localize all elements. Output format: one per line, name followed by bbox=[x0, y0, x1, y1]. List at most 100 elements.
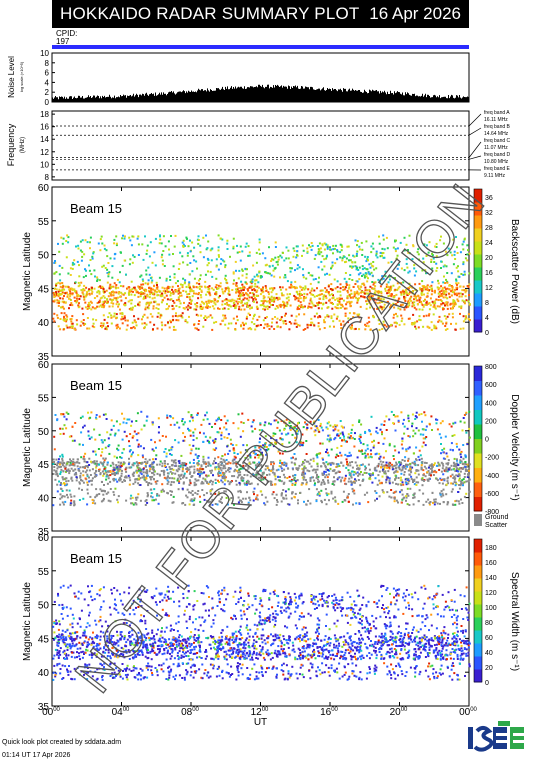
rti-point bbox=[141, 287, 144, 290]
rti-point bbox=[62, 413, 65, 416]
rti-point bbox=[191, 290, 194, 293]
rti-point bbox=[204, 315, 207, 318]
rti-point bbox=[104, 413, 107, 416]
rti-point bbox=[182, 476, 184, 479]
rti-point bbox=[154, 237, 157, 240]
rti-point bbox=[126, 287, 128, 290]
rti-point bbox=[252, 293, 255, 296]
rti-point bbox=[441, 420, 444, 423]
rti-ytick-label: 55 bbox=[38, 217, 50, 228]
rti-point bbox=[440, 300, 443, 303]
rti-point bbox=[281, 463, 284, 466]
rti-point bbox=[227, 322, 230, 325]
rti-point bbox=[163, 476, 166, 479]
rti-point bbox=[394, 325, 397, 328]
rti-point bbox=[310, 293, 313, 296]
rti-point bbox=[263, 326, 266, 329]
rti-point bbox=[150, 289, 152, 292]
rti-point bbox=[369, 297, 372, 300]
rti-point bbox=[269, 287, 272, 290]
rti-point bbox=[70, 302, 73, 305]
rti-point bbox=[254, 456, 257, 459]
rti-point bbox=[80, 320, 83, 323]
rti-point bbox=[61, 490, 64, 492]
rti-point bbox=[346, 463, 348, 466]
rti-point bbox=[395, 463, 398, 466]
rti-point bbox=[319, 293, 322, 296]
rti-point bbox=[73, 501, 76, 504]
rti-point bbox=[276, 500, 279, 503]
rti-point bbox=[341, 500, 344, 503]
rti-point bbox=[122, 285, 125, 288]
rti-point bbox=[317, 428, 320, 431]
rti-point bbox=[263, 296, 266, 299]
rti-point bbox=[177, 285, 179, 288]
rti-point bbox=[82, 322, 85, 325]
rti-point bbox=[86, 466, 89, 469]
rti-point bbox=[113, 312, 116, 315]
rti-point bbox=[415, 327, 418, 330]
rti-point bbox=[60, 496, 63, 499]
rti-point bbox=[175, 289, 178, 292]
rti-point bbox=[245, 463, 248, 466]
rti-point bbox=[344, 477, 347, 480]
rti-point bbox=[209, 503, 211, 506]
rti-point bbox=[116, 480, 119, 483]
rti-point bbox=[81, 291, 84, 294]
rti-point bbox=[218, 470, 220, 473]
rti-point bbox=[56, 490, 59, 493]
rti-point bbox=[428, 502, 431, 505]
rti-point bbox=[358, 297, 361, 300]
rti-point bbox=[350, 483, 353, 486]
rti-point bbox=[221, 259, 224, 262]
rti-point bbox=[455, 282, 458, 285]
rti-point bbox=[239, 467, 242, 470]
rti-point bbox=[360, 291, 363, 294]
rti-point bbox=[232, 302, 235, 304]
rti-point bbox=[437, 299, 440, 301]
rti-point bbox=[270, 274, 273, 277]
rti-point bbox=[393, 458, 395, 461]
rti-point bbox=[249, 307, 252, 310]
rti-point bbox=[133, 319, 136, 322]
rti-point bbox=[346, 440, 348, 443]
rti-point bbox=[261, 473, 264, 476]
rti-point bbox=[244, 245, 247, 248]
rti-point bbox=[236, 297, 239, 300]
rti-point bbox=[81, 255, 84, 258]
rti-point bbox=[215, 291, 218, 293]
rti-point bbox=[125, 470, 128, 473]
rti-point bbox=[120, 475, 123, 477]
rti-point bbox=[245, 480, 248, 483]
rti-point bbox=[351, 326, 353, 329]
rti-point bbox=[64, 484, 66, 487]
rti-point bbox=[284, 312, 287, 315]
rti-point bbox=[350, 300, 353, 303]
rti-point bbox=[462, 315, 465, 318]
rti-point bbox=[321, 268, 324, 271]
rti-point bbox=[267, 296, 270, 299]
rti-point bbox=[356, 267, 358, 269]
rti-point bbox=[218, 295, 221, 297]
rti-point bbox=[304, 285, 307, 288]
rti-point bbox=[407, 457, 410, 460]
rti-point bbox=[273, 419, 276, 422]
rti-point bbox=[241, 321, 244, 324]
rti-point bbox=[112, 479, 115, 482]
rti-point bbox=[443, 264, 446, 267]
rti-point bbox=[430, 261, 433, 263]
rti-point bbox=[318, 276, 320, 279]
rti-point bbox=[98, 292, 101, 295]
rti-point bbox=[283, 306, 286, 309]
rti-point bbox=[418, 297, 421, 300]
rti-point bbox=[380, 292, 383, 294]
rti-point bbox=[353, 328, 356, 331]
rti-point bbox=[120, 456, 123, 459]
rti-point bbox=[239, 458, 242, 461]
rti-point bbox=[268, 444, 271, 447]
rti-point bbox=[245, 282, 248, 285]
rti-point bbox=[357, 273, 360, 276]
rti-point bbox=[211, 305, 214, 308]
rti-point bbox=[307, 306, 309, 309]
rti-point bbox=[320, 489, 323, 492]
